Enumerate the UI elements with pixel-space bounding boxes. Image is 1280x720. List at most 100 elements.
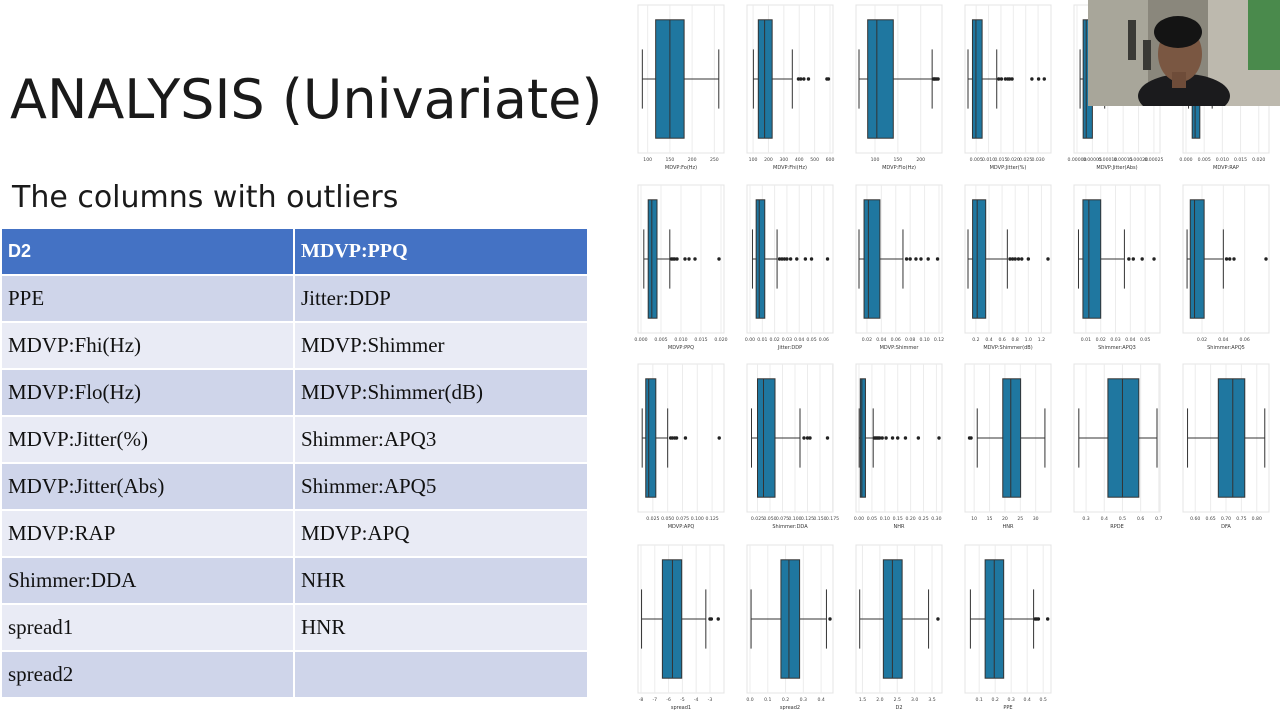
tick-label: 200 <box>916 157 925 163</box>
axis-label: RPDE <box>1110 524 1124 530</box>
axis-label: MDVP:Flo(Hz) <box>882 165 916 171</box>
table-row: Shimmer:DDA NHR <box>0 556 589 605</box>
tick-label: 0.02 <box>1197 337 1207 343</box>
tick-label: 200 <box>764 157 773 163</box>
table-cell: Shimmer:APQ5 <box>293 462 589 511</box>
outlier-point <box>1224 257 1229 261</box>
axis-label: MDVP:Fhi(Hz) <box>773 165 807 171</box>
outlier-point <box>1140 257 1144 261</box>
boxplot-panel: 0.025 0.050 0.075 0.100 0.125 0.150 0.175 Shimm… <box>746 363 839 530</box>
outlier-point <box>936 617 940 621</box>
tick-label: 0.3 <box>800 697 807 703</box>
tick-label: 0.60 <box>1190 516 1200 522</box>
tick-label: 0.04 <box>1125 337 1135 343</box>
box <box>755 199 766 319</box>
tick-label: 0.005 <box>970 157 983 163</box>
tick-label: 0.00020 <box>1129 157 1148 163</box>
outlier-point <box>1045 617 1050 621</box>
outlier-point <box>687 257 691 261</box>
axis-label: MDVP:APQ <box>668 524 695 530</box>
boxplot-panel: 0.1 0.2 0.3 0.4 0.5 PPE <box>964 544 1052 711</box>
axis-label: Shimmer:DDA <box>772 524 808 530</box>
tick-label: 0.2 <box>972 337 979 343</box>
table-cell: MDVP:APQ <box>293 509 589 558</box>
outlier-point <box>914 257 918 261</box>
boxplot-grid: 100 150 200 250 MDVP:Fo(Hz) 100 200 300 400 500 60… <box>634 0 1280 720</box>
tick-label: 0.010 <box>982 157 995 163</box>
outlier-point <box>795 257 799 261</box>
tick-label: 0.05 <box>867 516 877 522</box>
box <box>645 378 657 498</box>
axis-label: MDVP:Shimmer <box>880 345 920 351</box>
table-cell: MDVP:Jitter(Abs) <box>0 462 295 511</box>
outlier-point <box>1026 257 1031 261</box>
outlier-point <box>1152 257 1156 261</box>
outlier-point <box>683 257 687 261</box>
table-cell: Jitter:DDP <box>293 274 589 323</box>
table-cell: spread1 <box>0 603 295 652</box>
outlier-point <box>809 257 814 261</box>
outlier-point <box>693 257 697 261</box>
tick-label: 0.05 <box>1140 337 1150 343</box>
tick-label: 0.025 <box>751 516 764 522</box>
tick-label: 0.04 <box>1218 337 1228 343</box>
outlier-point <box>808 436 812 440</box>
tick-label: 0.65 <box>1205 516 1215 522</box>
outlier-point <box>802 436 806 440</box>
outlier-point <box>1046 257 1050 261</box>
table-cell: MDVP:Shimmer <box>293 321 589 370</box>
tick-label: 0.00 <box>745 337 755 343</box>
outlier-point <box>1010 257 1015 261</box>
outlier-point <box>1010 77 1014 81</box>
outlier-point <box>803 257 808 261</box>
tick-label: 0.2 <box>782 697 789 703</box>
outlier-point <box>1008 257 1012 261</box>
outlier-point <box>1264 257 1268 261</box>
outlier-columns-table: D2 MDVP:PPQ PPE Jitter:DDP MDVP:Fhi(Hz) MD… <box>0 227 589 699</box>
box <box>971 19 983 139</box>
tick-label: 0.100 <box>788 516 801 522</box>
table-row: MDVP:Fhi(Hz) MDVP:Shimmer <box>0 321 589 370</box>
tick-label: 0.06 <box>891 337 901 343</box>
boxplot-panel: 0.2 0.4 0.6 0.8 1.0 1.2 MDVP:Shimmer(dB) <box>964 184 1052 351</box>
outlier-point <box>674 436 679 440</box>
tick-label: 2.0 <box>876 697 883 703</box>
tick-label: 0.00 <box>854 516 864 522</box>
tick-label: 1.5 <box>859 697 866 703</box>
tick-label: 3.0 <box>911 697 918 703</box>
tick-label: 100 <box>749 157 758 163</box>
tick-label: 0.2 <box>992 697 999 703</box>
outlier-point <box>904 257 909 261</box>
outlier-point <box>919 257 923 261</box>
outlier-point <box>1131 257 1135 261</box>
tick-label: 0.4 <box>1024 697 1031 703</box>
tick-label: 0.0 <box>746 697 753 703</box>
tick-label: 400 <box>795 157 804 163</box>
tick-label: 0.005 <box>1198 157 1211 163</box>
tick-label: 0.00015 <box>1114 157 1133 163</box>
tick-label: 1.2 <box>1038 337 1045 343</box>
tick-label: 0.010 <box>674 337 687 343</box>
tick-label: 0.010 <box>1216 157 1229 163</box>
tick-label: 30 <box>1033 516 1039 522</box>
tick-label: 0.00000 <box>1068 157 1087 163</box>
outlier-point <box>777 257 782 261</box>
tick-label: 150 <box>665 157 674 163</box>
boxplot-panel: 0.01 0.02 0.03 0.04 0.05 Shimmer:APQ3 <box>1073 184 1161 351</box>
tick-label: 0.1 <box>976 697 983 703</box>
outlier-point <box>788 257 793 261</box>
tick-label: 0.6 <box>1137 516 1144 522</box>
tick-label: 0.02 <box>862 337 872 343</box>
boxplot-panel: 0.00 0.05 0.10 0.15 0.20 0.25 0.30 NHR <box>854 363 943 530</box>
box <box>859 378 866 498</box>
tick-label: 0.075 <box>676 516 689 522</box>
axis-label: spread1 <box>671 705 691 711</box>
tick-label: 0.8 <box>1012 337 1019 343</box>
tick-label: 0.5 <box>1040 697 1047 703</box>
boxplot-panel: 100 200 300 400 500 600 MDVP:Fhi(Hz) <box>746 4 834 171</box>
table-cell: MDVP:Shimmer(dB) <box>293 368 589 417</box>
tick-label: -4 <box>694 697 699 703</box>
tick-label: 3.5 <box>928 697 935 703</box>
outlier-point <box>709 617 714 621</box>
boxplot-panel: 0.60 0.65 0.70 0.75 0.80 DFA <box>1182 363 1270 530</box>
